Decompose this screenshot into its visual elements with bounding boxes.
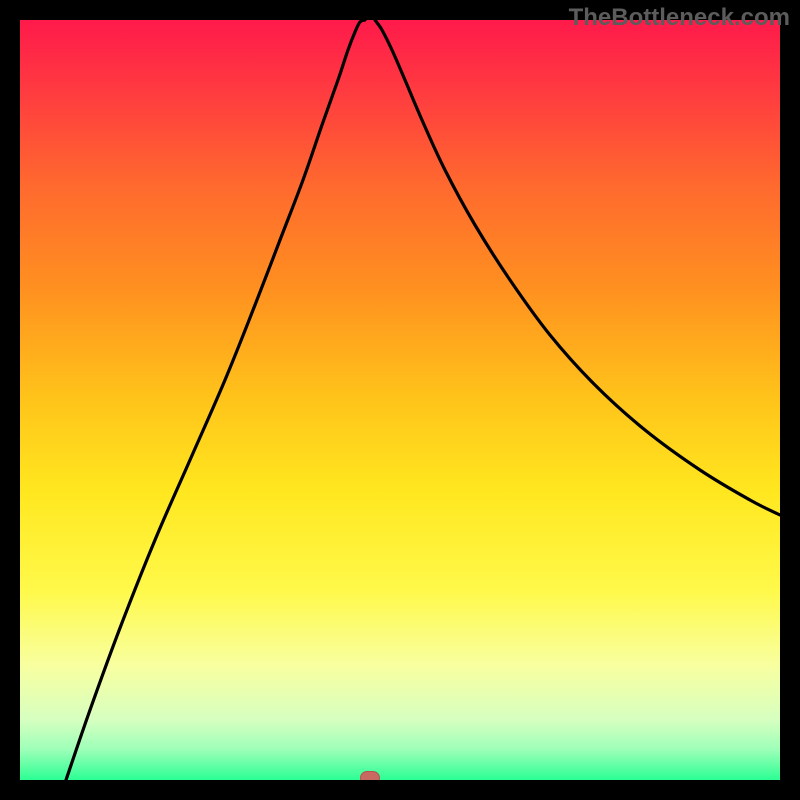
plot-background: [20, 20, 780, 780]
watermark-text: TheBottleneck.com: [569, 4, 790, 32]
chart-frame: TheBottleneck.com: [0, 0, 800, 800]
minimum-marker: [360, 771, 380, 785]
